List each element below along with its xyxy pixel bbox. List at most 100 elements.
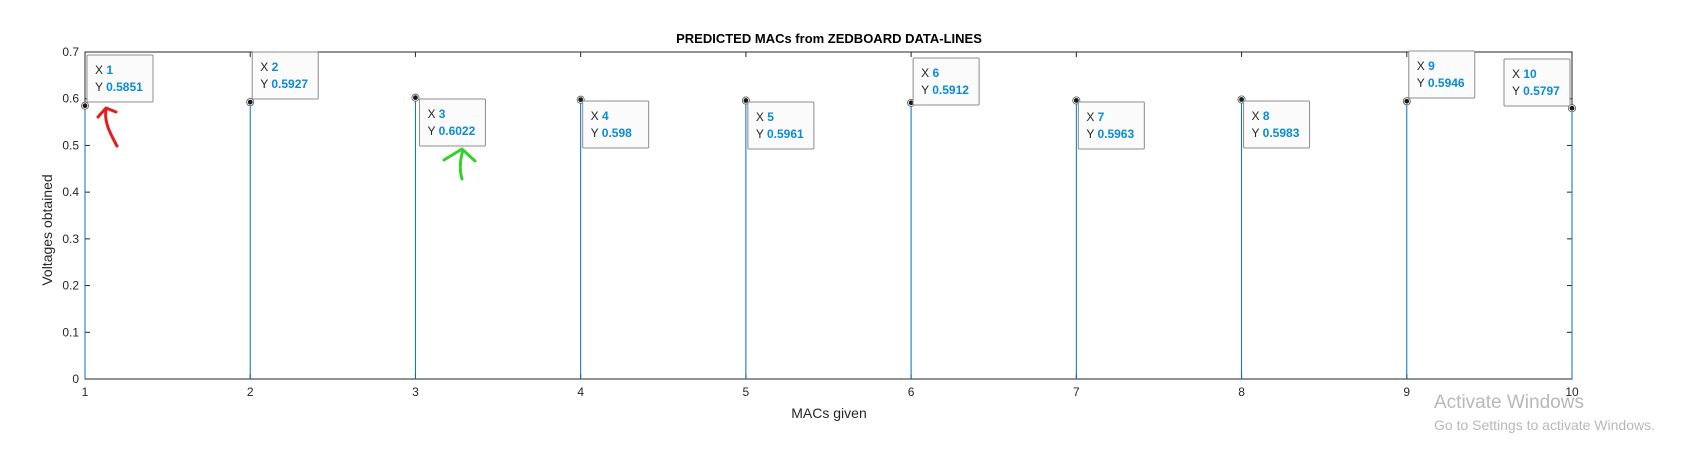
datatip-box: [582, 100, 650, 149]
datatip-x-prefix: X: [1252, 109, 1263, 123]
datatip-x-prefix: X: [591, 109, 602, 123]
datatip-x-prefix: X: [1417, 59, 1428, 73]
datatip: X 3 Y 0.6022: [418, 98, 486, 147]
datatip-y: Y 0.5961: [756, 127, 804, 141]
datatip-y-prefix: Y: [756, 127, 767, 141]
datatip-y: Y 0.5912: [921, 83, 969, 97]
datatip: X 10Y 0.5797: [1503, 58, 1571, 107]
datatip-x-value: 3: [439, 107, 446, 121]
datatip-x-value: 2: [272, 60, 279, 74]
y-axis-label: Voltages obtained: [39, 174, 55, 285]
axes-box: [84, 51, 1573, 380]
chart-title: PREDICTED MACs from ZEDBOARD DATA-LINES: [676, 31, 982, 46]
datatip-x: X 3: [427, 107, 445, 121]
datatip-y: Y 0.5983: [1252, 126, 1300, 140]
datatip-y-prefix: Y: [1512, 84, 1523, 98]
stem-marker: [82, 103, 88, 109]
stem-marker: [1239, 97, 1244, 102]
red-arrow-annotation: [96, 106, 119, 148]
stem-marker: [578, 97, 584, 103]
datatip-box: [1077, 101, 1145, 150]
datatip-x-value: 1: [106, 63, 113, 77]
datatip-x: X 4: [591, 109, 609, 123]
x-tick-label: 3: [412, 385, 419, 399]
x-tick-label: 9: [1403, 385, 1410, 399]
datatip-y-value: 0.5927: [271, 77, 308, 91]
datatip: X 7Y 0.5963: [1077, 101, 1145, 150]
datatip: X 8Y 0.5983: [1243, 100, 1311, 149]
datatip-y-prefix: Y: [427, 124, 438, 138]
datatip-y-value: 0.5851: [106, 80, 143, 94]
stem-marker: [1404, 98, 1410, 104]
datatip-y-value: 0.6022: [439, 124, 476, 138]
datatip-x: X 9: [1417, 59, 1435, 73]
datatip-y-value: 0.5961: [767, 127, 804, 141]
datatip-y: Y 0.5946: [1417, 76, 1465, 90]
datatip-y: Y 0.6022: [427, 124, 475, 138]
x-tick-label: 10: [1565, 385, 1579, 399]
datatip-y-prefix: Y: [260, 77, 271, 91]
datatip-y-value: 0.5797: [1523, 84, 1560, 98]
datatip-x-value: 8: [1263, 109, 1270, 123]
datatip-x-value: 10: [1523, 67, 1537, 81]
stem-marker: [247, 99, 253, 105]
datatip-y: Y 0.598: [591, 126, 632, 140]
datatip-y: Y 0.5797: [1512, 84, 1560, 98]
x-tick-label: 7: [1073, 385, 1080, 399]
datatip-y-value: 0.5983: [1263, 126, 1300, 140]
datatip-box: [86, 54, 154, 103]
x-tick-label: 4: [577, 385, 584, 399]
x-tick-label: 1: [82, 385, 89, 399]
datatip-x-value: 9: [1428, 59, 1435, 73]
datatip-x: X 2: [260, 60, 278, 74]
datatip-y-prefix: Y: [95, 80, 106, 94]
datatip-x-prefix: X: [95, 63, 106, 77]
x-tick-label: 8: [1238, 385, 1245, 399]
datatip-x-prefix: X: [1512, 67, 1523, 81]
datatip-x-value: 7: [1098, 110, 1105, 124]
datatip-box: [747, 101, 815, 150]
datatip-x: X 8: [1252, 109, 1270, 123]
y-tick-label: 0.6: [62, 92, 79, 106]
datatip-box: [1408, 50, 1476, 99]
datatip-x-value: 5: [767, 110, 774, 124]
stem-marker: [1073, 98, 1079, 103]
datatip-x: X 6: [921, 66, 939, 80]
y-tick-label: 0.2: [62, 279, 79, 293]
datatip-y: Y 0.5851: [95, 80, 143, 94]
datatip-y: Y 0.5927: [260, 77, 308, 91]
datatip-x: X 5: [756, 110, 774, 124]
datatip: X 2Y 0.5927: [251, 51, 319, 100]
datatip-y-prefix: Y: [591, 126, 602, 140]
datatip-x-prefix: X: [1086, 110, 1097, 124]
datatip-x: X 1: [95, 63, 113, 77]
datatip-y-value: 0.5912: [932, 83, 969, 97]
datatip-y-prefix: Y: [921, 83, 932, 97]
datatip-y-value: 0.5946: [1428, 76, 1465, 90]
datatip-y: Y 0.5963: [1086, 127, 1134, 141]
y-tick-label: 0.3: [62, 232, 79, 246]
x-tick-label: 5: [743, 385, 750, 399]
datatip-box: [1243, 100, 1311, 149]
datatip-box: [912, 57, 980, 106]
datatip-x-prefix: X: [260, 60, 271, 74]
datatip-x-prefix: X: [756, 110, 767, 124]
y-tick-label: 0.7: [62, 45, 79, 59]
watermark-activate-windows: Activate Windows: [1434, 392, 1584, 413]
datatip-x-prefix: X: [921, 66, 932, 80]
stem-marker: [1569, 105, 1575, 111]
datatip: X 4 Y 0.598: [582, 100, 650, 149]
datatip-box: [1503, 58, 1571, 107]
x-tick-label: 6: [908, 385, 915, 399]
datatip-y-prefix: Y: [1086, 127, 1097, 141]
stem-marker: [743, 98, 749, 103]
stem-marker: [908, 100, 914, 106]
x-tick-label: 2: [247, 385, 254, 399]
stem-marker: [413, 95, 418, 101]
datatip-y-value: 0.5963: [1097, 127, 1134, 141]
datatip-y-prefix: Y: [1417, 76, 1428, 90]
datatip-x-value: 4: [602, 109, 609, 123]
green-arrow-annotation: [442, 147, 477, 181]
datatip-y-prefix: Y: [1252, 126, 1263, 140]
